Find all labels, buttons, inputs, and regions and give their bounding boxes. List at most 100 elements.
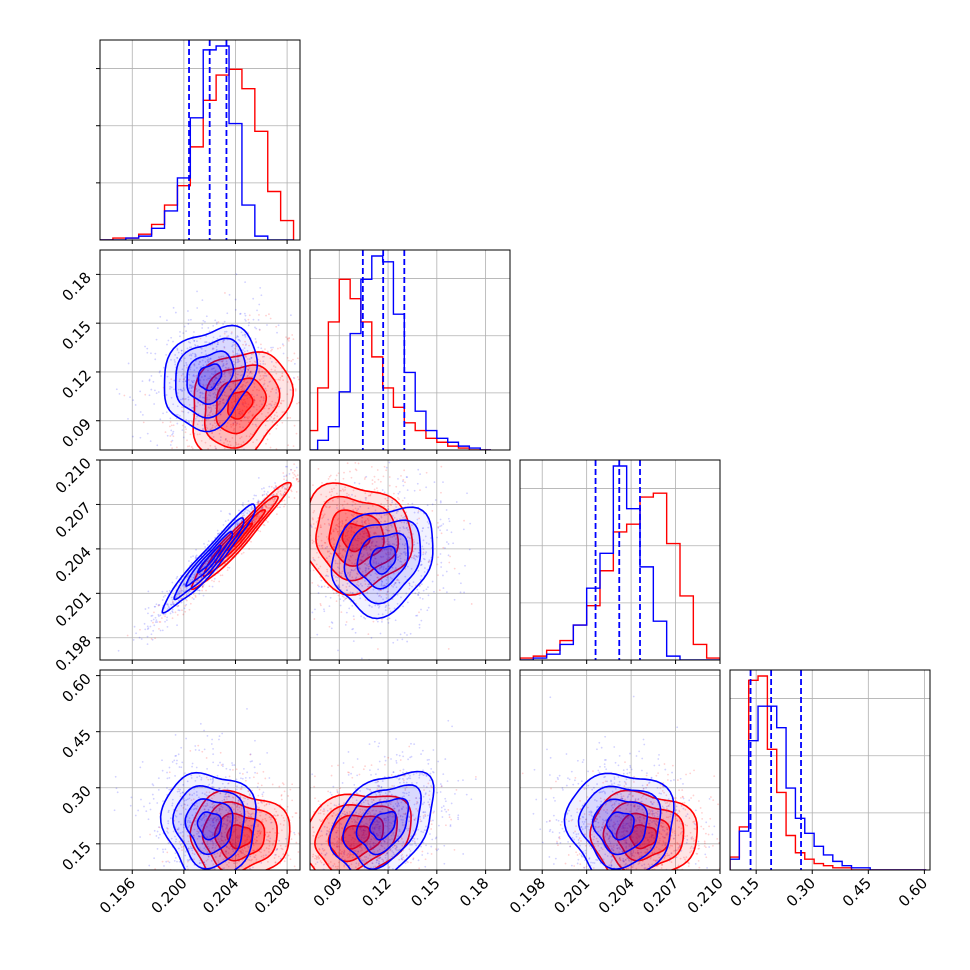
scatter-point-b xyxy=(279,402,282,405)
scatter-point-b xyxy=(230,425,233,428)
scatter-point-a xyxy=(455,501,458,503)
scatter-point-a xyxy=(264,374,266,377)
scatter-point-b xyxy=(184,610,187,613)
scatter-point-b xyxy=(192,473,194,475)
scatter-point-a xyxy=(238,509,240,512)
scatter-point-b xyxy=(291,799,294,802)
scatter-point-b xyxy=(290,468,292,471)
scatter-point-a xyxy=(207,394,210,396)
scatter-point-a xyxy=(171,439,174,442)
scatter-point-b xyxy=(240,419,242,422)
scatter-point-b xyxy=(233,400,236,402)
scatter-point-a xyxy=(198,573,201,576)
scatter-point-b xyxy=(327,478,330,480)
scatter-point-a xyxy=(205,418,208,421)
scatter-point-b xyxy=(245,381,248,384)
scatter-point-b xyxy=(253,395,255,398)
scatter-point-a xyxy=(192,555,194,557)
scatter-point-b xyxy=(235,768,238,771)
scatter-point-a xyxy=(233,419,236,421)
scatter-point-a xyxy=(162,366,165,369)
scatter-point-b xyxy=(344,488,347,491)
scatter-point-b xyxy=(207,369,209,372)
scatter-point-a xyxy=(154,352,157,355)
scatter-point-a xyxy=(174,363,177,366)
scatter-point-b xyxy=(189,433,192,436)
scatter-point-b xyxy=(387,499,389,502)
scatter-point-a xyxy=(209,428,212,431)
scatter-point-b xyxy=(280,798,283,801)
scatter-point-b xyxy=(217,321,220,323)
scatter-point-b xyxy=(295,522,297,524)
scatter-point-b xyxy=(306,561,308,563)
scatter-point-a xyxy=(116,791,119,794)
scatter-point-b xyxy=(286,416,289,419)
scatter-point-b xyxy=(249,432,252,435)
scatter-point-b xyxy=(234,358,237,361)
scatter-point-b xyxy=(313,473,315,475)
scatter-point-b xyxy=(353,531,356,534)
scatter-point-b xyxy=(264,777,267,780)
scatter-point-a xyxy=(433,590,435,593)
scatter-point-b xyxy=(220,874,222,876)
scatter-point-a xyxy=(202,319,205,322)
scatter-point-b xyxy=(246,393,249,396)
scatter-point-b xyxy=(227,472,229,474)
scatter-point-a xyxy=(187,420,190,423)
scatter-point-b xyxy=(308,584,310,586)
scatter-point-a xyxy=(183,325,186,328)
scatter-point-b xyxy=(302,572,304,574)
scatter-point-a xyxy=(194,417,197,420)
scatter-point-b xyxy=(276,424,279,427)
scatter-point-a xyxy=(270,346,273,349)
scatter-point-b xyxy=(243,398,246,401)
scatter-point-b xyxy=(396,579,398,582)
scatter-point-b xyxy=(301,466,303,468)
scatter-point-b xyxy=(338,571,341,574)
scatter-point-a xyxy=(195,766,198,769)
scatter-point-b xyxy=(179,378,181,381)
scatter-point-a xyxy=(176,349,179,351)
scatter-point-b xyxy=(361,516,363,519)
scatter-point-a xyxy=(275,391,278,394)
scatter-point-a xyxy=(162,848,164,851)
scatter-point-b xyxy=(388,476,391,478)
scatter-point-b xyxy=(282,563,284,565)
scatter-point-a xyxy=(274,497,276,499)
scatter-point-b xyxy=(185,428,187,430)
scatter-point-b xyxy=(317,535,320,538)
scatter-point-b xyxy=(385,526,388,529)
scatter-point-b xyxy=(181,410,183,413)
scatter-point-b xyxy=(293,424,296,427)
scatter-point-a xyxy=(236,378,239,380)
scatter-point-b xyxy=(227,443,230,446)
scatter-point-a xyxy=(210,883,212,885)
scatter-point-a xyxy=(212,435,215,438)
scatter-point-b xyxy=(186,445,189,448)
scatter-point-b xyxy=(307,836,309,838)
scatter-point-b xyxy=(369,493,372,496)
scatter-point-a xyxy=(171,611,174,614)
scatter-point-b xyxy=(211,426,214,429)
scatter-point-a xyxy=(175,595,178,598)
scatter-point-b xyxy=(226,500,228,502)
scatter-point-b xyxy=(291,783,294,786)
scatter-point-b xyxy=(210,879,212,881)
scatter-point-a xyxy=(453,598,456,601)
scatter-point-a xyxy=(247,369,250,371)
scatter-point-b xyxy=(238,403,241,405)
scatter-point-b xyxy=(352,489,355,492)
scatter-point-b xyxy=(223,391,226,394)
scatter-point-b xyxy=(296,474,299,477)
scatter-point-b xyxy=(251,376,253,378)
scatter-point-a xyxy=(176,392,179,394)
scatter-point-a xyxy=(150,388,153,391)
scatter-point-a xyxy=(314,608,316,611)
scatter-point-b xyxy=(221,574,224,577)
scatter-point-a xyxy=(152,380,155,383)
scatter-point-a xyxy=(203,729,205,732)
scatter-point-b xyxy=(302,499,304,501)
scatter-point-a xyxy=(446,541,448,543)
scatter-point-b xyxy=(335,528,338,531)
scatter-point-a xyxy=(184,380,187,383)
